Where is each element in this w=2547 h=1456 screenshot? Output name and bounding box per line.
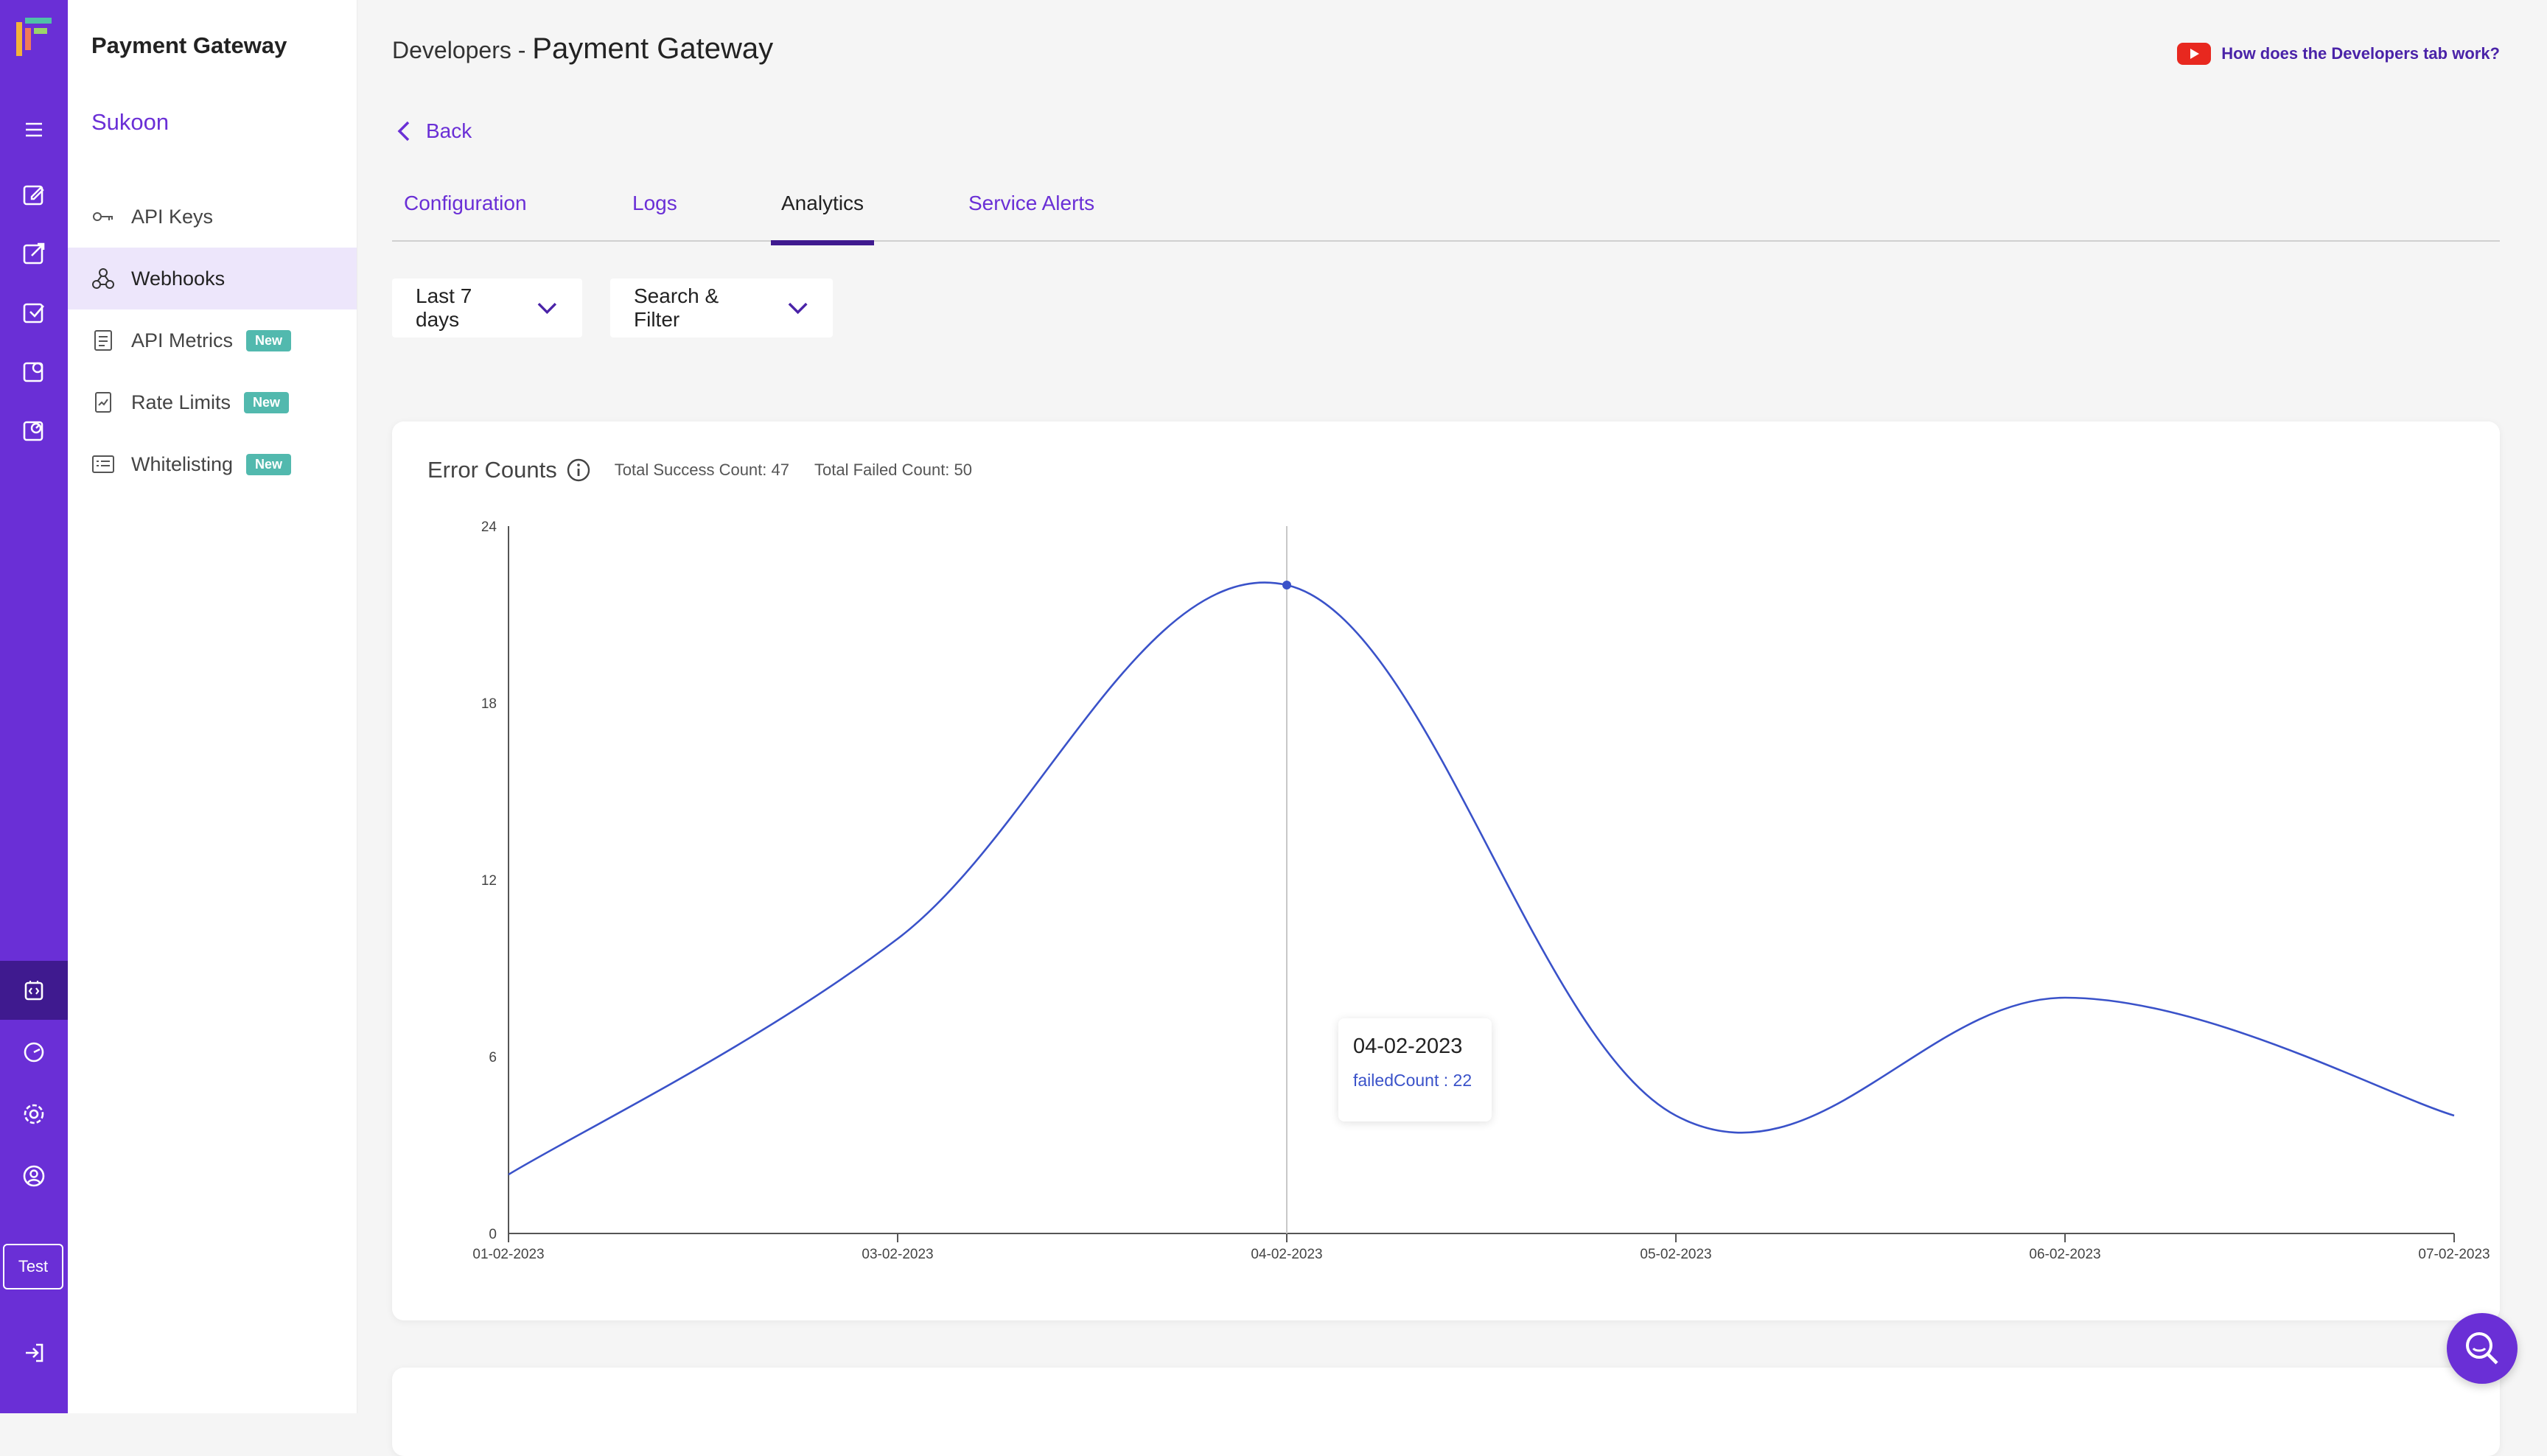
x-tick-label: 07-02-2023 [2418, 1247, 2490, 1262]
chevron-down-icon [537, 303, 557, 315]
chevron-left-icon [397, 121, 410, 141]
error-counts-card: Error Counts Total Success Count: 47 Tot… [392, 421, 2500, 1320]
report-icon[interactable] [0, 401, 68, 460]
menu-icon[interactable] [0, 100, 68, 159]
search-filter-dropdown[interactable]: Search & Filter [610, 279, 833, 337]
search-filter-label: Search & Filter [634, 284, 719, 331]
organization-name[interactable]: Sukoon [91, 109, 170, 135]
check-list-icon[interactable] [0, 283, 68, 342]
refresh-doc-icon[interactable] [0, 342, 68, 401]
sidebar-item-label: API Keys [131, 205, 214, 228]
new-badge: New [246, 329, 292, 351]
new-badge: New [244, 391, 290, 413]
new-badge: New [246, 453, 292, 475]
sidebar-item-label: API Metrics [131, 329, 234, 351]
x-tick-label: 01-02-2023 [472, 1247, 544, 1262]
environment-toggle[interactable]: Test [3, 1244, 63, 1289]
sidebar-item-label: Rate Limits [131, 391, 231, 413]
info-icon[interactable] [566, 458, 591, 483]
sidebar-item-whitelisting[interactable]: Whitelisting New [68, 433, 357, 495]
y-tick-label: 18 [481, 696, 497, 712]
x-tick-label: 06-02-2023 [2029, 1247, 2100, 1262]
settings-gear-icon[interactable] [0, 1085, 68, 1144]
sidebar-item-label: Webhooks [131, 267, 226, 290]
sidebar-item-rate-limits[interactable]: Rate Limits New [68, 371, 357, 433]
chart-tooltip: 04-02-2023 failedCount : 22 [1338, 1018, 1492, 1121]
developers-icon[interactable] [0, 961, 68, 1020]
card-title: Error Counts [427, 457, 557, 483]
side-navigation: Payment Gateway Sukoon API Keys Webhooks… [68, 0, 357, 1413]
tooltip-value: failedCount : 22 [1353, 1071, 1472, 1090]
help-video-link[interactable]: How does the Developers tab work? [2177, 41, 2500, 66]
key-icon [93, 212, 113, 221]
y-tick-label: 6 [489, 1050, 497, 1065]
x-tick-label: 05-02-2023 [1640, 1247, 1711, 1262]
success-count-stat: Total Success Count: 47 [614, 461, 789, 479]
chevron-down-icon [788, 302, 808, 315]
failed-count-stat: Total Failed Count: 50 [814, 461, 973, 479]
y-tick-label: 0 [489, 1227, 497, 1242]
app-title: Payment Gateway [91, 32, 287, 58]
rate-chart-icon [95, 392, 111, 413]
highlighted-point [1282, 581, 1291, 589]
logout-icon[interactable] [0, 1323, 68, 1382]
search-help-button[interactable] [2447, 1313, 2518, 1384]
breadcrumb: Developers - Payment Gateway [392, 32, 773, 66]
list-icon [92, 455, 114, 473]
error-counts-chart: 0 6 12 18 24 01-02-2023 03-02-2023 04-02-2023 05… [472, 519, 2490, 1262]
sidebar-item-webhooks[interactable]: Webhooks [68, 248, 357, 309]
tab-bar: Configuration Logs Analytics Service Ale… [392, 181, 2500, 245]
help-link-text: How does the Developers tab work? [2221, 44, 2500, 63]
secondary-card [392, 1368, 2500, 1456]
y-tick-label: 24 [481, 519, 497, 535]
sidebar-item-label: Whitelisting [131, 452, 234, 475]
tab-analytics[interactable]: Analytics [771, 192, 875, 245]
back-label: Back [426, 119, 472, 142]
date-range-dropdown[interactable]: Last 7 days [392, 279, 582, 337]
card-header: Error Counts Total Success Count: 47 Tot… [427, 457, 997, 483]
sidebar-item-api-metrics[interactable]: API Metrics New [68, 309, 357, 371]
breadcrumb-prefix[interactable]: Developers - [392, 37, 533, 63]
export-icon[interactable] [0, 224, 68, 283]
x-tick-label: 03-02-2023 [862, 1247, 933, 1262]
search-icon [2466, 1332, 2498, 1365]
y-tick-label: 12 [481, 873, 497, 889]
webhook-icon [92, 268, 114, 289]
document-icon [94, 330, 112, 351]
tab-configuration[interactable]: Configuration [404, 192, 527, 214]
sidebar-item-api-keys[interactable]: API Keys [68, 186, 357, 248]
x-tick-label: 04-02-2023 [1251, 1247, 1322, 1262]
page-title: Payment Gateway [532, 32, 774, 65]
back-button[interactable]: Back [395, 119, 472, 143]
app-logo-icon[interactable] [15, 16, 53, 57]
tab-service-alerts[interactable]: Service Alerts [968, 192, 1095, 214]
tooltip-date: 04-02-2023 [1353, 1035, 1463, 1058]
date-range-label: Last 7 days [416, 284, 472, 331]
profile-icon[interactable] [0, 1147, 68, 1205]
left-rail: Test [0, 0, 68, 1413]
youtube-icon [2177, 43, 2212, 65]
edit-icon[interactable] [0, 165, 68, 224]
series-line-failedcount [508, 581, 2455, 1176]
tab-logs[interactable]: Logs [632, 192, 677, 214]
analytics-dial-icon[interactable] [0, 1023, 68, 1082]
